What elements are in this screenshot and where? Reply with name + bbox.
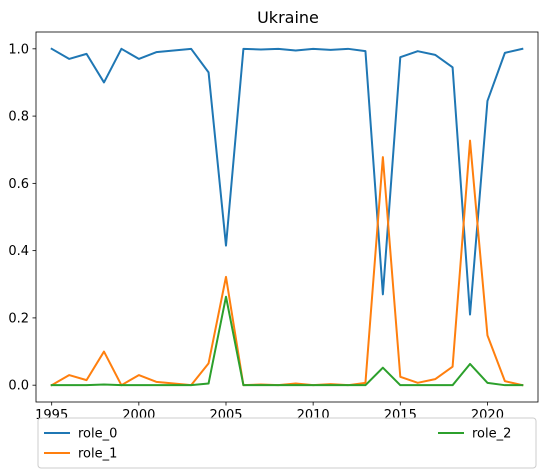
y-tick-label: 0.0: [8, 379, 29, 394]
legend: role_0 role_1 role_2: [37, 417, 537, 469]
y-tick-label: 0.6: [8, 177, 29, 192]
y-tick-label: 0.2: [8, 311, 29, 326]
chart-title: Ukraine: [257, 8, 319, 27]
plot-area-frame: [35, 31, 539, 403]
legend-box: [37, 417, 537, 469]
series-lines: [50, 47, 524, 387]
y-tick-label: 0.8: [8, 110, 29, 125]
series-line-role-2: [50, 295, 524, 387]
y-tick-label: 0.4: [8, 244, 29, 259]
legend-label-role-0: role_0: [78, 427, 117, 442]
y-tick-label: 1.0: [8, 42, 29, 57]
legend-label-role-2: role_2: [472, 427, 511, 442]
series-line-role-0: [50, 47, 524, 316]
legend-label-role-1: role_1: [78, 447, 117, 462]
y-axis: 0.0 0.2 0.4 0.6 0.8 1.0: [8, 42, 36, 394]
